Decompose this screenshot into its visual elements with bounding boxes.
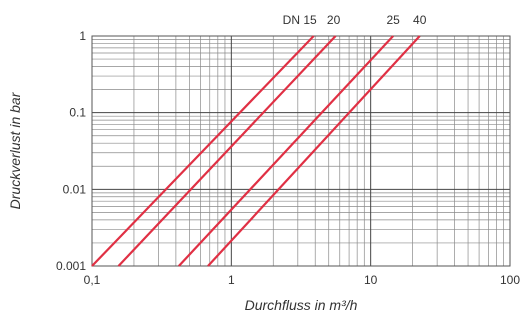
y-tick-label: 0.001 (56, 259, 86, 273)
series-labels: DN 15 20 25 40 (283, 13, 427, 27)
x-tick-label: 100 (500, 273, 520, 287)
series-lines (91, 35, 421, 267)
x-tick-label: 10 (364, 273, 378, 287)
y-axis-label: Druckverlust in bar (7, 91, 23, 209)
series-label: DN 15 (283, 13, 317, 27)
x-tick-labels: 0,1 1 10 100 (84, 273, 521, 287)
x-tick-label: 1 (228, 273, 235, 287)
series-line (178, 35, 394, 267)
series-line (207, 35, 421, 267)
series-line (91, 35, 315, 267)
major-grid (92, 36, 510, 266)
plot-frame (91, 35, 511, 267)
series-line (117, 35, 337, 267)
y-tick-label: 0.1 (69, 106, 86, 120)
y-tick-label: 1 (79, 29, 86, 43)
y-tick-label: 0.01 (63, 182, 87, 196)
series-label: 40 (413, 13, 427, 27)
series-label: 25 (386, 13, 400, 27)
y-tick-labels: 0.001 0.01 0.1 1 (56, 29, 86, 273)
x-axis-label: Durchfluss in m³/h (245, 297, 358, 313)
series-label: 20 (327, 13, 341, 27)
minor-grid (92, 36, 510, 266)
x-tick-label: 0,1 (84, 273, 101, 287)
